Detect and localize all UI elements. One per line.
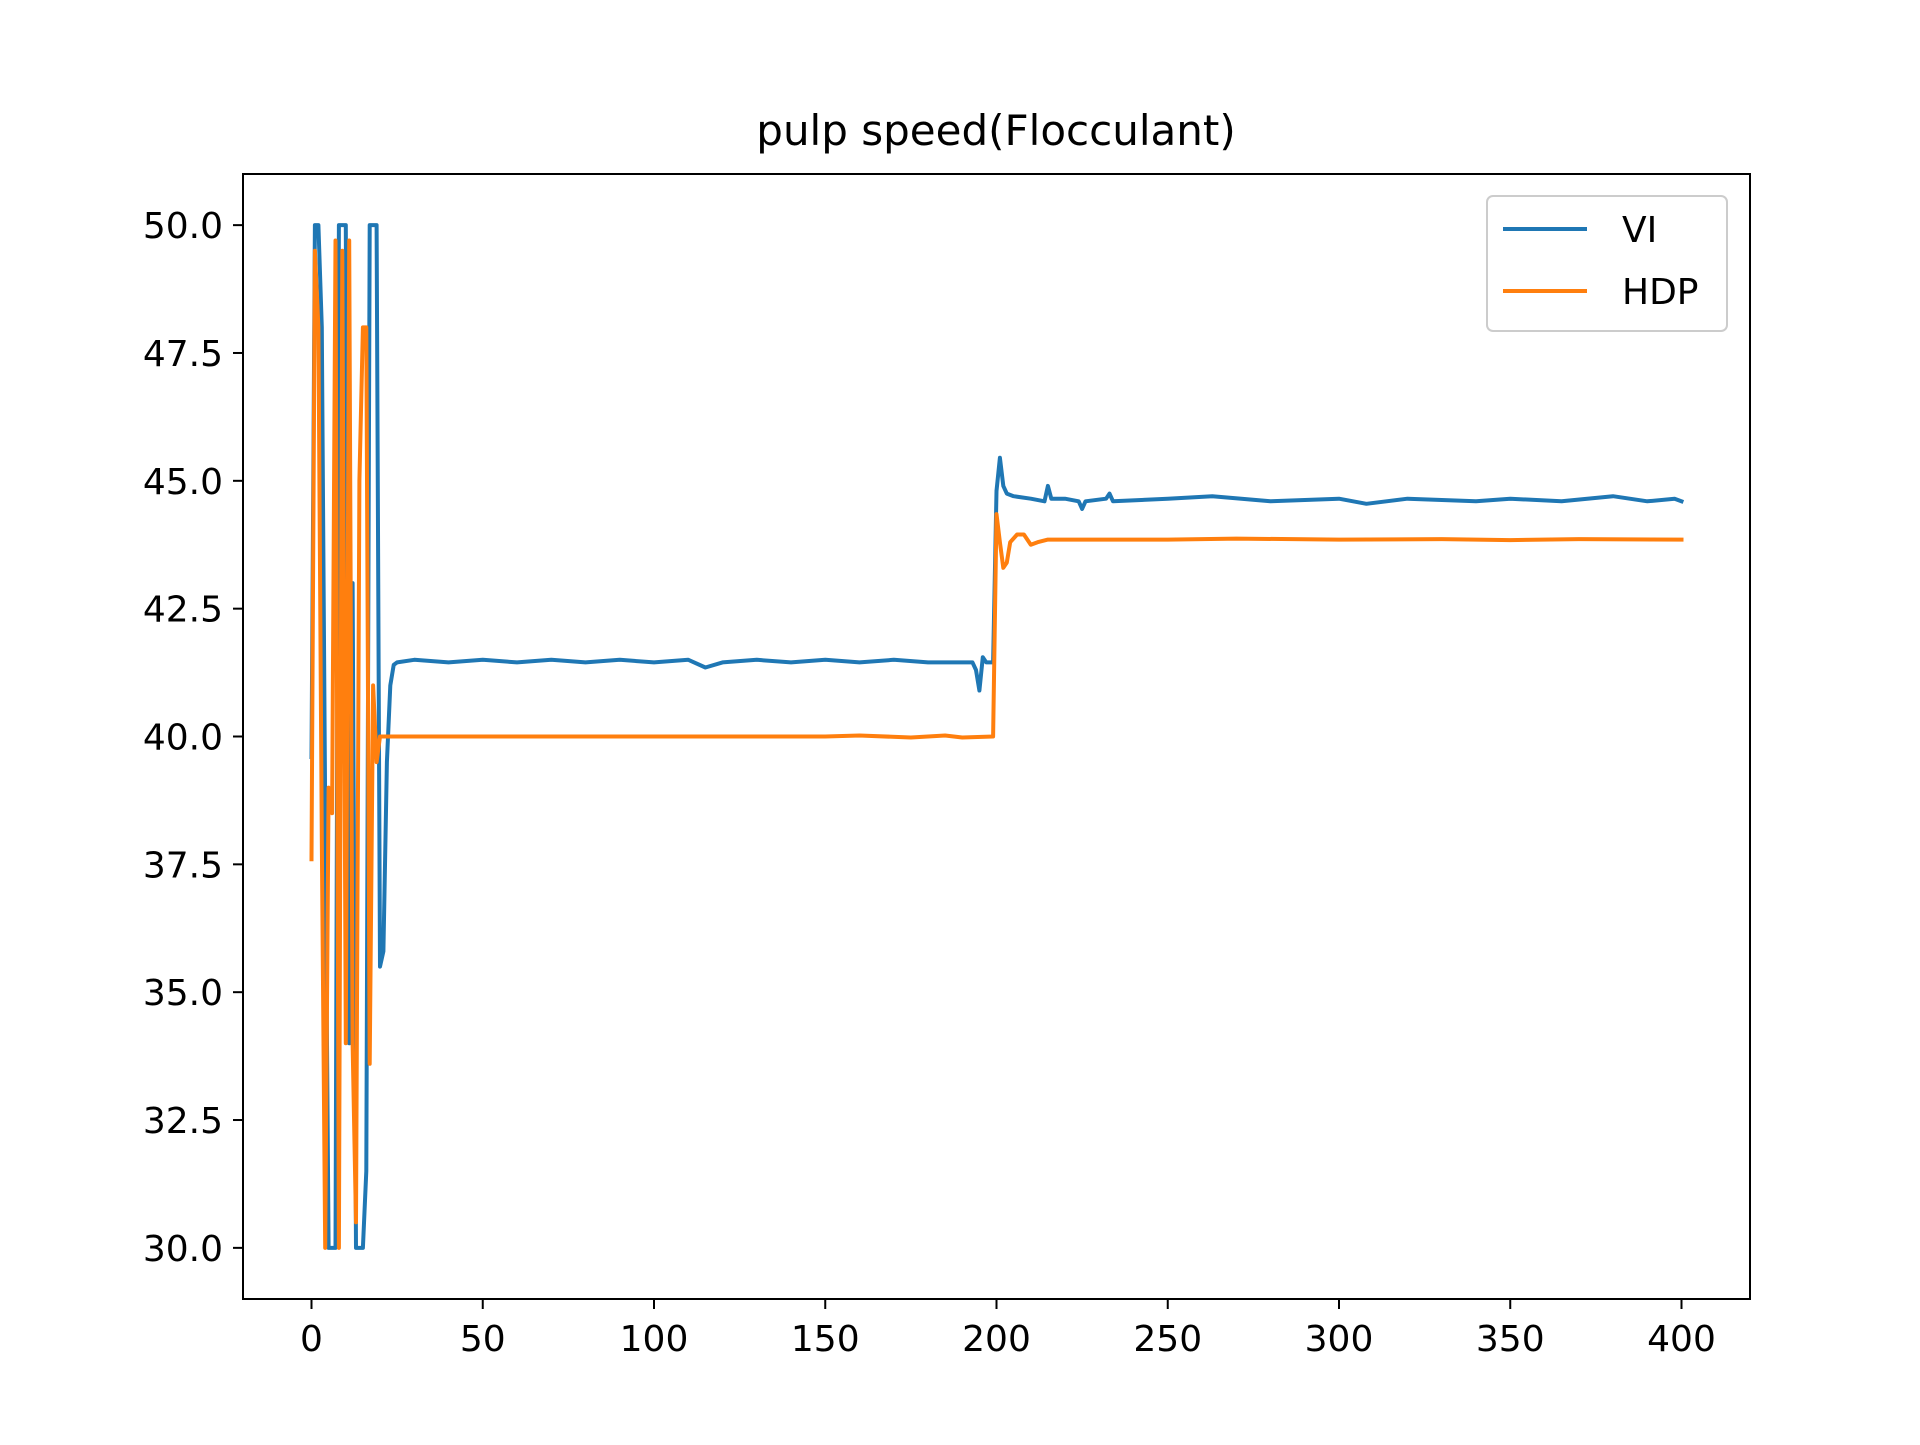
y-axis: 30.0 32.5 35.0 37.5 40.0 42.5 45.0 47.5 50.0	[143, 206, 243, 1270]
x-tick-label: 250	[1133, 1319, 1202, 1360]
x-tick-label: 150	[791, 1319, 860, 1360]
x-tick-label: 300	[1305, 1319, 1374, 1360]
x-tick-label: 200	[962, 1319, 1031, 1360]
legend: VI HDP	[1486, 195, 1728, 332]
x-tick-label: 0	[300, 1319, 323, 1360]
y-tick-label: 37.5	[143, 845, 223, 886]
y-tick-label: 42.5	[143, 590, 223, 631]
y-tick-label: 32.5	[143, 1101, 223, 1142]
x-axis: 0 50 100 150 200 250 300 350 400	[300, 1299, 1716, 1360]
chart-title: pulp speed(Flocculant)	[756, 106, 1235, 155]
legend-label-vi: VI	[1622, 210, 1657, 251]
y-tick-label: 50.0	[143, 206, 223, 247]
x-tick-label: 400	[1647, 1319, 1716, 1360]
legend-label-hdp: HDP	[1622, 272, 1699, 313]
series-layer	[309, 223, 1685, 1250]
y-tick-label: 30.0	[143, 1229, 223, 1270]
series-line-vi	[309, 223, 1685, 1250]
y-tick-label: 35.0	[143, 973, 223, 1014]
series-line-hdp	[309, 238, 1684, 1250]
y-tick-label: 40.0	[143, 718, 223, 759]
x-tick-label: 350	[1476, 1319, 1545, 1360]
y-tick-label: 45.0	[143, 462, 223, 503]
x-tick-label: 50	[460, 1319, 506, 1360]
x-tick-label: 100	[620, 1319, 689, 1360]
y-tick-label: 47.5	[143, 334, 223, 375]
